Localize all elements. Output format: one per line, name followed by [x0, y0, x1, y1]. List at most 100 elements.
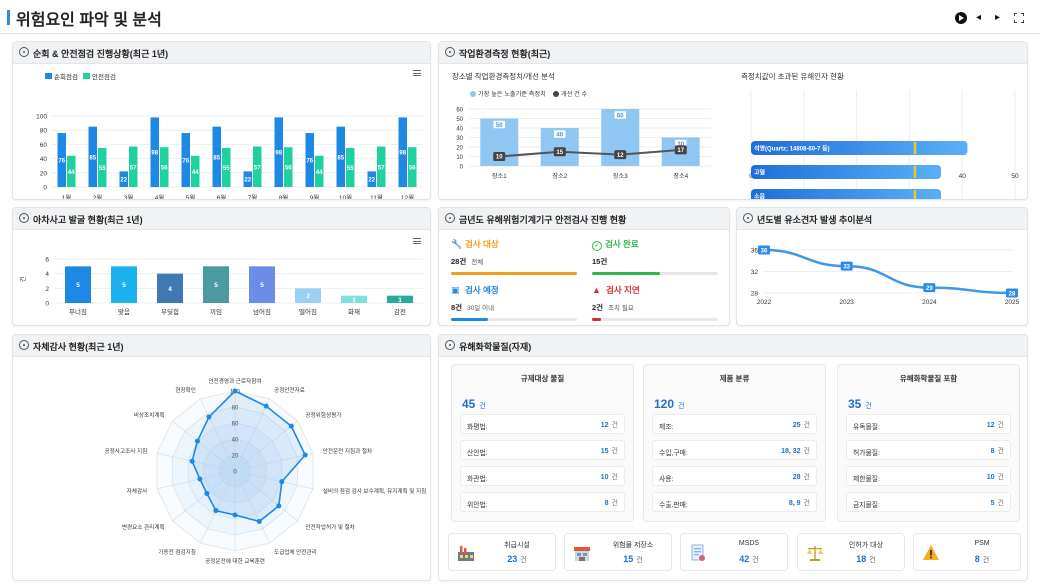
bar[interactable]	[150, 117, 160, 187]
bar[interactable]	[336, 126, 346, 187]
bar[interactable]	[249, 266, 275, 303]
bar[interactable]	[222, 147, 231, 187]
radar-point[interactable]	[288, 423, 294, 429]
radar-point[interactable]	[232, 512, 238, 518]
workenv-right-subtitle: 측정치값이 초과된 유해인자 현황	[741, 72, 844, 81]
chemical-row[interactable]: 유독물질: 12 건	[846, 414, 1011, 434]
bar[interactable]	[377, 146, 386, 187]
bar[interactable]	[98, 147, 107, 187]
chemical-summary-tile[interactable]: 위험물 저장소 15 건	[564, 533, 672, 571]
bar[interactable]	[157, 273, 183, 303]
bar[interactable]	[295, 288, 321, 303]
bar[interactable]	[253, 146, 262, 187]
bar[interactable]	[284, 147, 293, 187]
inspection-item[interactable]: ✓ 검사 완료 15건	[592, 238, 722, 278]
trend-point[interactable]	[923, 283, 936, 293]
chemical-summary-tile[interactable]: 취급시설 23 건	[448, 533, 556, 571]
chemical-row[interactable]: 사용: 28 건	[652, 466, 817, 486]
bar[interactable]	[212, 126, 222, 187]
patrol-menu-button[interactable]	[413, 70, 421, 76]
bar[interactable]	[243, 171, 253, 187]
bar-value-label: 76	[58, 159, 65, 165]
radar-axis-label: 공정운전에 대한 교육훈련	[205, 557, 265, 565]
chemical-row[interactable]: 금지물질: 5 건	[846, 492, 1011, 512]
bar[interactable]	[67, 155, 76, 187]
prev-button[interactable]: ◂	[976, 12, 982, 23]
nearmiss-menu-button[interactable]	[413, 238, 421, 244]
chemical-summary-tile[interactable]: PSM 8 건	[913, 533, 1021, 571]
chemical-row[interactable]: 제조: 25 건	[652, 414, 817, 434]
legend-label[interactable]: 개선 건 수	[561, 90, 588, 98]
x-tick-label: 6월	[217, 193, 227, 200]
bar[interactable]	[65, 266, 91, 303]
radar-point[interactable]	[204, 490, 210, 496]
inspection-item[interactable]: ▣ 검사 예정 8건 30일 이내	[451, 284, 581, 324]
trend-point[interactable]	[1006, 288, 1018, 298]
inspection-item[interactable]: 🔧 검사 대상 28건 전체	[451, 238, 581, 278]
x-tick-label: 넘어짐	[253, 307, 271, 316]
chemical-row[interactable]: 위안법: 8 건	[460, 492, 625, 512]
bar[interactable]	[341, 295, 367, 303]
bar[interactable]	[346, 147, 355, 187]
legend-label[interactable]: 안전점검	[92, 72, 116, 81]
bar[interactable]	[111, 266, 137, 303]
bar[interactable]	[88, 126, 98, 187]
bar[interactable]	[367, 171, 377, 187]
bar[interactable]	[181, 133, 191, 187]
radar-point[interactable]	[263, 403, 269, 409]
bar[interactable]	[387, 295, 413, 303]
radar-point[interactable]	[276, 503, 282, 509]
chemical-row[interactable]: 수입,구매: 18, 32 건	[652, 440, 817, 460]
chemical-row[interactable]: 허가물질: 8 건	[846, 440, 1011, 460]
chemical-row[interactable]: 산안법: 15 건	[460, 440, 625, 460]
bar-value-label: 44	[316, 170, 323, 176]
bar-value-box	[614, 110, 627, 120]
chemical-row[interactable]: 화관법: 10 건	[460, 466, 625, 486]
legend-label[interactable]: 순회점검	[54, 73, 78, 81]
bar[interactable]	[305, 133, 315, 187]
bar[interactable]	[203, 266, 229, 303]
hbar[interactable]	[751, 141, 968, 155]
hbar[interactable]	[751, 165, 942, 179]
chemical-summary-tile[interactable]: MSDS 42 건	[680, 533, 788, 571]
bar[interactable]	[57, 133, 67, 187]
chemical-summary-tile[interactable]: 인허가 대상 18 건	[797, 533, 905, 571]
radar-point[interactable]	[194, 438, 200, 444]
inspection-item[interactable]: ▲ 검사 지연 2건 조치 필요	[592, 284, 722, 324]
bar[interactable]	[191, 155, 200, 187]
hbar[interactable]	[751, 189, 942, 199]
chemical-row[interactable]: 제한물질: 10 건	[846, 466, 1011, 486]
chemical-row[interactable]: 화평법: 12 건	[460, 414, 625, 434]
line-point-box[interactable]	[493, 152, 506, 161]
radar-point[interactable]	[279, 479, 285, 485]
next-button[interactable]: ▸	[995, 12, 1001, 23]
inspection-count: 28건	[451, 257, 467, 266]
legend-label[interactable]: 가장 높은 노출기준 측정치	[478, 90, 546, 98]
radar-point[interactable]	[189, 458, 195, 464]
play-button[interactable]	[955, 12, 967, 24]
radar-point[interactable]	[302, 452, 308, 458]
radar-point[interactable]	[197, 476, 203, 482]
radar-point[interactable]	[206, 414, 212, 420]
radar-point[interactable]	[256, 518, 262, 524]
bar[interactable]	[315, 155, 324, 187]
trend-point[interactable]	[840, 261, 853, 271]
fullscreen-button[interactable]	[1013, 12, 1025, 24]
radar-point[interactable]	[213, 508, 219, 514]
bar[interactable]	[160, 147, 169, 187]
line-point-box[interactable]	[553, 147, 566, 157]
bar[interactable]	[274, 117, 284, 187]
bar[interactable]	[129, 146, 138, 187]
inspection-item-value: 28건 전체	[451, 256, 483, 267]
bar[interactable]	[119, 171, 129, 187]
bar[interactable]	[408, 147, 417, 187]
tile-label: MSDS	[738, 540, 760, 547]
radar-point[interactable]	[232, 388, 238, 394]
line-point-box[interactable]	[614, 150, 627, 160]
bar[interactable]	[398, 117, 408, 187]
inspection-item-header: 🔧 검사 대상	[451, 238, 499, 250]
line-point-box[interactable]	[674, 145, 687, 155]
trend-point[interactable]	[758, 245, 770, 255]
